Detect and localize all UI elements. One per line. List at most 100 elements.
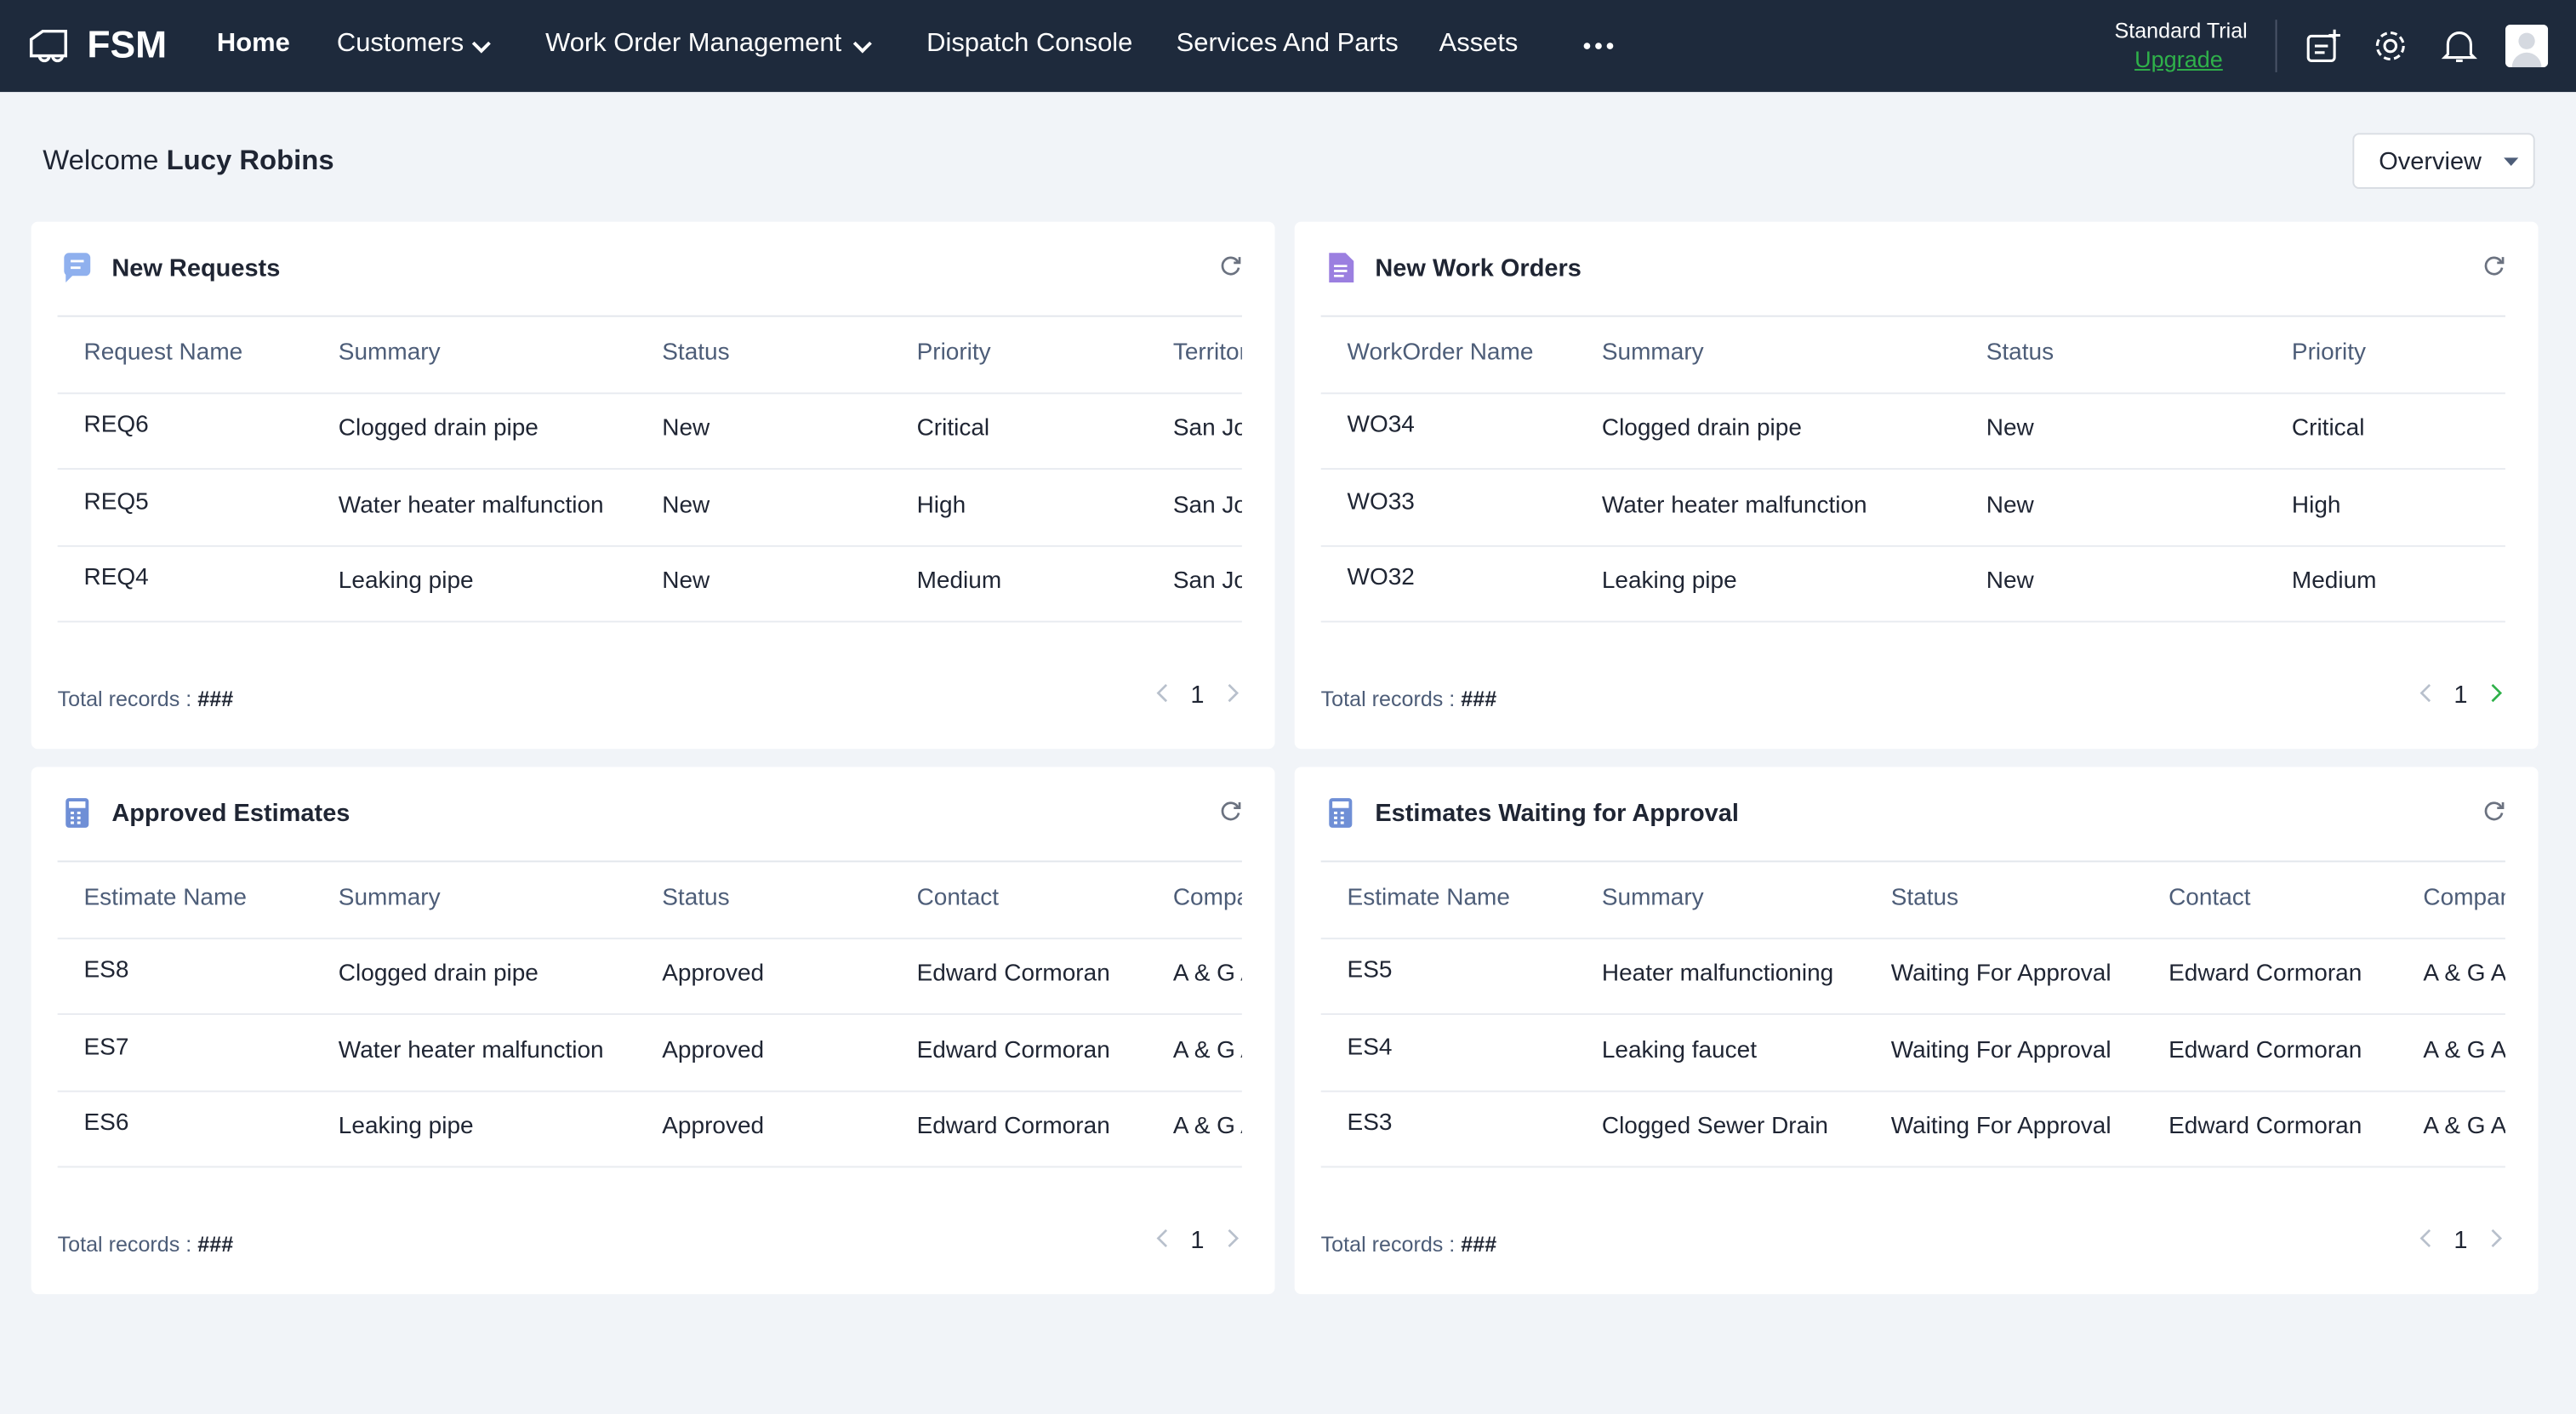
table-header: WorkOrder Name Summary Status Priority	[1320, 317, 2505, 395]
upgrade-link[interactable]: Upgrade	[2134, 46, 2223, 72]
plan: Standard Trial	[2114, 18, 2248, 43]
table: WorkOrder Name Summary Status Priority WO34 C…	[1320, 315, 2505, 654]
column-header: Status	[662, 339, 730, 367]
table-row[interactable]: ES8 Clogged drain pipe Approved Edward Corm…	[57, 938, 1242, 1015]
table-row[interactable]: WO34 Clogged drain pipe New Critical	[1320, 392, 2505, 470]
cell: Waiting For Approval	[1890, 961, 2112, 988]
pager: 1	[1155, 681, 1240, 710]
panel-icon	[62, 251, 92, 292]
table-row[interactable]: REQ5 Water heater malfunction New High San J…	[57, 469, 1242, 546]
page-number: 1	[1190, 681, 1205, 710]
column-header: Request Name	[83, 339, 243, 367]
cell: Approved	[662, 1036, 765, 1063]
table-row[interactable]: WO33 Water heater malfunction New High	[1320, 469, 2505, 546]
next-page[interactable]	[2491, 681, 2503, 710]
prev-page[interactable]	[2419, 681, 2431, 710]
next-page[interactable]	[2491, 1227, 2503, 1255]
cell: New	[662, 415, 710, 442]
avatar[interactable]	[2505, 24, 2549, 68]
brand: FSM	[87, 23, 168, 66]
table-row[interactable]: WO32 Leaking pipe New Medium	[1320, 545, 2505, 623]
column-header: Estimate Name	[1347, 885, 1510, 912]
total-label: Total records :	[1320, 686, 1456, 711]
cell: High	[916, 492, 966, 519]
table-row[interactable]: REQ4 Leaking pipe New Medium San Jose	[57, 545, 1242, 623]
panel-icon	[1325, 251, 1355, 292]
panel: New Work Orders WorkOrder Name Summary Stat…	[1294, 221, 2539, 750]
panel-title: New Requests	[111, 254, 281, 283]
nav-dispatch[interactable]: Dispatch Console	[926, 29, 1133, 58]
add-icon[interactable]	[2305, 28, 2340, 64]
nav-work-orders[interactable]: Work Order Management	[545, 29, 842, 58]
prev-page[interactable]	[1155, 1227, 1168, 1255]
top-nav: FSM Home Customers Work Order Management…	[0, 0, 2576, 93]
table-row[interactable]: ES6 Leaking pipe Approved Edward Cormoran A …	[57, 1091, 1242, 1168]
cell: ES8	[83, 957, 129, 984]
view-label: Overview	[2379, 147, 2482, 176]
caret	[2504, 157, 2519, 166]
table-row[interactable]: ES7 Water heater malfunction Approved Edwar…	[57, 1014, 1242, 1092]
cell: Clogged drain pipe	[338, 415, 539, 442]
column-header: Status	[1890, 885, 1959, 912]
table-header: Estimate Name Summary Status Contact Company	[57, 862, 1242, 940]
panel: Approved Estimates Estimate Name Summary St…	[31, 767, 1275, 1295]
prev-page[interactable]	[1155, 681, 1168, 710]
column-header: Contact	[916, 885, 1000, 912]
cell: ES6	[83, 1109, 129, 1137]
cell: ES3	[1347, 1109, 1393, 1137]
cell: ES7	[83, 1034, 129, 1061]
cell: Approved	[662, 961, 765, 988]
prev-page[interactable]	[2419, 1227, 2431, 1255]
user-name: Lucy Robins	[166, 144, 334, 176]
cell: Critical	[2291, 415, 2365, 442]
chevron	[852, 41, 872, 54]
refresh-icon[interactable]	[1219, 800, 1242, 831]
table-row[interactable]: ES5 Heater malfunctioning Waiting For Appr…	[1320, 938, 2505, 1015]
more[interactable]	[1582, 41, 1616, 51]
logo-icon	[29, 29, 67, 63]
cell: Clogged Sewer Drain	[1601, 1113, 1829, 1140]
nav-assets[interactable]: Assets	[1439, 29, 1519, 58]
cell: Medium	[916, 567, 1002, 595]
cell: ES4	[1347, 1034, 1393, 1061]
cell: Leaking pipe	[1601, 567, 1737, 595]
cell: Clogged drain pipe	[1601, 415, 1802, 442]
refresh-icon[interactable]	[1219, 254, 1242, 286]
cell: REQ5	[83, 488, 149, 516]
table-row[interactable]: REQ6 Clogged drain pipe New Critical San Jos…	[57, 392, 1242, 470]
cell: REQ4	[83, 565, 149, 591]
cell: Waiting For Approval	[1890, 1113, 2112, 1140]
page-number: 1	[2453, 681, 2468, 710]
cell: San Jose	[1172, 492, 1242, 519]
nav-customers[interactable]: Customers	[336, 29, 464, 58]
total-label: Total records :	[1320, 1231, 1456, 1257]
cell: Heater malfunctioning	[1601, 961, 1834, 988]
table-row[interactable]: ES4 Leaking faucet Waiting For Approval Edw…	[1320, 1014, 2505, 1092]
settings-icon[interactable]	[2373, 28, 2408, 64]
column-header: Company	[2423, 885, 2505, 912]
welcome: Welcome Lucy Robins	[43, 145, 333, 178]
cell: New	[662, 492, 710, 519]
pager: 1	[2419, 681, 2503, 710]
nav-services[interactable]: Services And Parts	[1176, 29, 1399, 58]
table-row[interactable]: ES3 Clogged Sewer Drain Waiting For Approv…	[1320, 1091, 2505, 1168]
column-header: Priority	[916, 339, 991, 367]
cell: REQ6	[83, 412, 149, 439]
column-header: Summary	[1601, 885, 1704, 912]
view-select[interactable]: Overview	[2352, 133, 2535, 189]
refresh-icon[interactable]	[2482, 254, 2505, 286]
nav-home[interactable]: Home	[216, 29, 290, 58]
cell: Water heater malfunction	[338, 1036, 604, 1063]
cell: A & G A	[1172, 961, 1242, 988]
next-page[interactable]	[1228, 1227, 1240, 1255]
refresh-icon[interactable]	[2482, 800, 2505, 831]
cell: WO32	[1347, 565, 1415, 591]
cell: Water heater malfunction	[338, 492, 604, 519]
cell: Edward Cormoran	[916, 1113, 1110, 1140]
cell: A & G A	[2423, 961, 2505, 988]
cell: Edward Cormoran	[2169, 961, 2362, 988]
bell-icon[interactable]	[2441, 28, 2477, 64]
next-page[interactable]	[1228, 681, 1240, 710]
cell: Clogged drain pipe	[338, 961, 539, 988]
